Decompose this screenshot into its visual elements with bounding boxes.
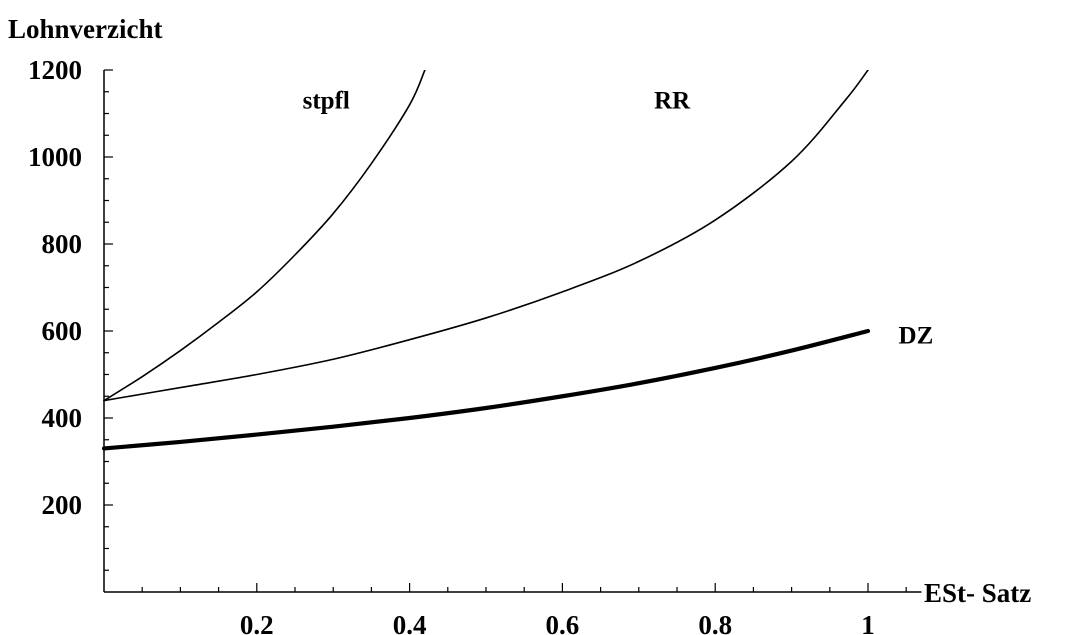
curves xyxy=(102,70,871,451)
x-axis-title: ESt- Satz xyxy=(924,578,1031,608)
series-label-dz: DZ xyxy=(899,322,934,349)
y-axis-title: Lohnverzicht xyxy=(8,14,163,44)
series-line-rr xyxy=(103,70,869,402)
y-tick-label: 600 xyxy=(42,316,83,346)
x-tick-label: 0.4 xyxy=(393,610,427,635)
y-tick-label: 1000 xyxy=(28,142,82,172)
series-label-rr: RR xyxy=(654,87,691,114)
ticks xyxy=(104,69,907,592)
x-tick-label: 1 xyxy=(861,610,875,635)
series-line-dz xyxy=(102,328,871,451)
series-line-stpfl xyxy=(103,70,426,402)
x-tick-label: 0.2 xyxy=(240,610,274,635)
x-tick-label: 0.8 xyxy=(698,610,732,635)
y-tick-label: 800 xyxy=(42,229,83,259)
axes xyxy=(103,70,922,593)
series-label-stpfl: stpfl xyxy=(303,87,350,114)
y-tick-label: 200 xyxy=(42,490,83,520)
y-tick-label: 1200 xyxy=(28,55,82,85)
y-tick-label: 400 xyxy=(42,403,83,433)
x-tick-label: 0.6 xyxy=(546,610,580,635)
series-labels: stpfl RR DZ xyxy=(303,87,934,349)
